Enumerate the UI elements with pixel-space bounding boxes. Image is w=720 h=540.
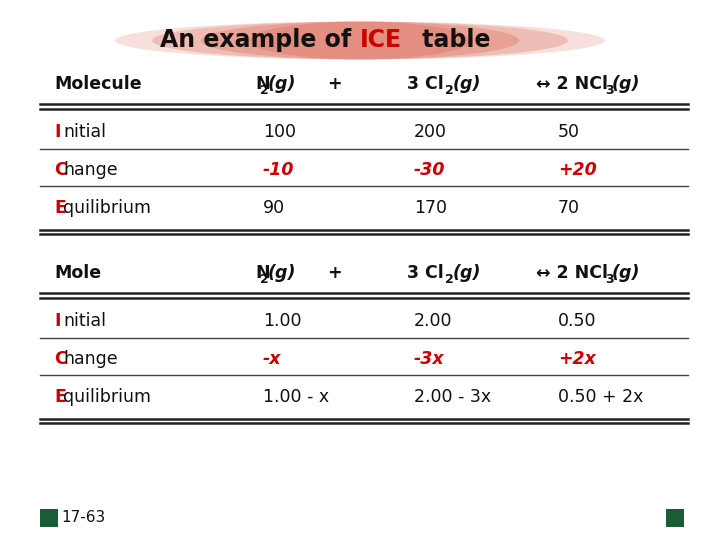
Text: ↔ 2 NCl: ↔ 2 NCl [536, 75, 608, 93]
Text: 3: 3 [605, 273, 613, 286]
Text: +2x: +2x [558, 350, 596, 368]
Text: 50: 50 [558, 123, 580, 141]
Text: 90: 90 [263, 199, 285, 217]
Text: E: E [54, 388, 66, 406]
Text: 3: 3 [605, 84, 613, 97]
Text: nitial: nitial [63, 312, 107, 330]
Text: -x: -x [263, 350, 282, 368]
Text: 1.00: 1.00 [263, 312, 301, 330]
Text: 70: 70 [558, 199, 580, 217]
Text: 3 Cl: 3 Cl [407, 264, 444, 282]
Text: +20: +20 [558, 161, 597, 179]
Text: 3 Cl: 3 Cl [407, 75, 444, 93]
Text: N: N [256, 264, 270, 282]
Text: I: I [54, 312, 60, 330]
Text: (g): (g) [268, 264, 296, 282]
Text: 200: 200 [414, 123, 447, 141]
Bar [40, 509, 58, 526]
Text: C: C [54, 161, 67, 179]
Text: An example of: An example of [161, 28, 360, 52]
Ellipse shape [115, 22, 605, 59]
Text: (g): (g) [268, 75, 296, 93]
Text: -3x: -3x [414, 350, 445, 368]
Text: 2: 2 [261, 84, 269, 97]
Text: N: N [256, 75, 270, 93]
Text: C: C [54, 350, 67, 368]
Text: hange: hange [63, 350, 118, 368]
Text: (g): (g) [612, 75, 641, 93]
Text: 2.00 - 3x: 2.00 - 3x [414, 388, 491, 406]
Text: 0.50 + 2x: 0.50 + 2x [558, 388, 644, 406]
Text: 100: 100 [263, 123, 296, 141]
Text: (g): (g) [612, 264, 641, 282]
Text: 2.00: 2.00 [414, 312, 452, 330]
Text: 170: 170 [414, 199, 447, 217]
Text: 2: 2 [445, 273, 454, 286]
Text: +: + [328, 75, 342, 93]
Text: ICE: ICE [360, 28, 402, 52]
Text: 1.00 - x: 1.00 - x [263, 388, 329, 406]
Bar [666, 509, 684, 526]
Text: quilibrium: quilibrium [63, 199, 151, 217]
Text: I: I [54, 123, 60, 141]
Text: ↔ 2 NCl: ↔ 2 NCl [536, 264, 608, 282]
Ellipse shape [152, 22, 568, 59]
Text: 2: 2 [445, 84, 454, 97]
Text: 17-63: 17-63 [61, 510, 105, 525]
Text: Mole: Mole [54, 264, 101, 282]
Text: nitial: nitial [63, 123, 107, 141]
Text: (g): (g) [452, 264, 481, 282]
Text: -30: -30 [414, 161, 446, 179]
Text: -10: -10 [263, 161, 294, 179]
Text: 0.50: 0.50 [558, 312, 596, 330]
Text: +: + [328, 264, 342, 282]
Text: 2: 2 [261, 273, 269, 286]
Text: (g): (g) [452, 75, 481, 93]
Text: hange: hange [63, 161, 118, 179]
Text: quilibrium: quilibrium [63, 388, 151, 406]
Text: Molecule: Molecule [54, 75, 142, 93]
Ellipse shape [201, 22, 519, 59]
Text: table: table [414, 28, 490, 52]
Ellipse shape [250, 22, 470, 59]
Text: E: E [54, 199, 66, 217]
